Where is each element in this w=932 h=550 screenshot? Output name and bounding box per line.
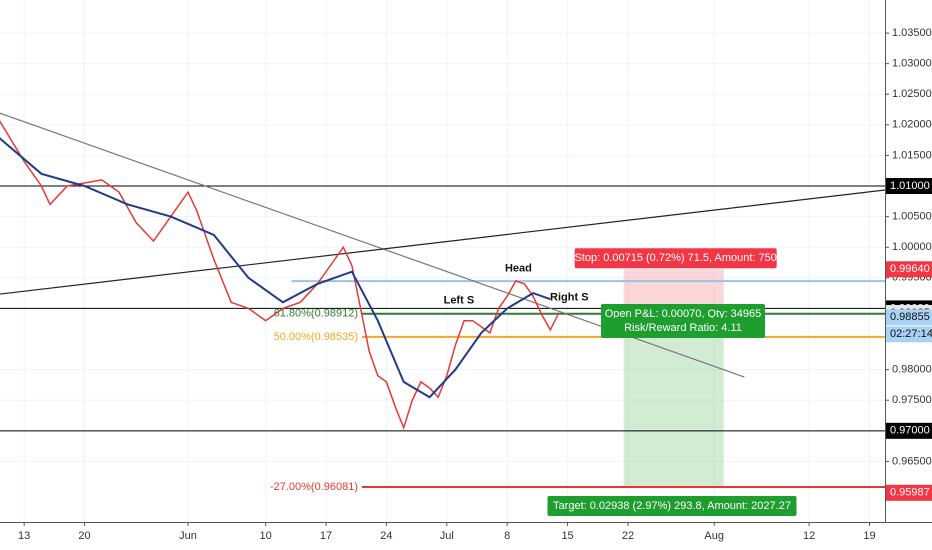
rr-label: Risk/Reward Ratio: 4.11 bbox=[624, 322, 742, 334]
target-label-bg bbox=[547, 496, 797, 516]
y-tick-label: 1.00500 bbox=[892, 211, 932, 223]
pnl-label: Open P&L: 0.00070, Qty: 34965 bbox=[605, 308, 762, 320]
y-tick-label: 1.03000 bbox=[892, 58, 932, 70]
stop-label-bg bbox=[574, 248, 777, 269]
price-badge-label: 1.01000 bbox=[890, 180, 930, 192]
target-zone bbox=[623, 313, 724, 488]
price-badge-label: 0.98855 bbox=[890, 311, 930, 323]
x-tick-label: 8 bbox=[504, 530, 510, 542]
x-tick-label: 17 bbox=[320, 530, 332, 542]
price-badge-label: 0.95987 bbox=[890, 487, 930, 499]
y-tick-label: 1.01500 bbox=[892, 149, 932, 161]
rr-label-bg bbox=[601, 318, 765, 338]
price-badge-label: 0.97000 bbox=[890, 425, 930, 437]
annotation: Head bbox=[505, 263, 532, 275]
price-line bbox=[0, 137, 551, 399]
fib-label: 50.00%(0.98535) bbox=[274, 331, 358, 343]
trend-line bbox=[0, 189, 886, 295]
price-badge-label: 0.99640 bbox=[890, 263, 930, 275]
x-tick-label: 10 bbox=[260, 530, 272, 542]
x-tick-label: Jul bbox=[440, 530, 454, 542]
price-badge bbox=[886, 261, 932, 278]
price-line bbox=[0, 120, 560, 431]
y-tick-label: 1.02500 bbox=[892, 88, 932, 100]
x-tick-label: 15 bbox=[561, 530, 573, 542]
target-label: Target: 0.02938 (2.97%) 293.8, Amount: 2… bbox=[553, 500, 791, 512]
fib-label: -27.00%(0.96081) bbox=[270, 481, 358, 493]
x-tick-label: 22 bbox=[622, 530, 634, 542]
x-tick-label: Jun bbox=[179, 530, 197, 542]
y-tick-label: 1.03500 bbox=[892, 27, 932, 39]
annotation: Left S bbox=[444, 295, 475, 307]
x-tick-label: Aug bbox=[704, 530, 724, 542]
annotation: Right S bbox=[550, 292, 589, 304]
countdown: 02:27:14 bbox=[890, 328, 932, 340]
x-tick-label: 24 bbox=[380, 530, 392, 542]
stop-label: Stop: 0.00715 (0.72%) 71.5, Amount: 750 bbox=[574, 252, 776, 264]
y-tick-label: 1.02000 bbox=[892, 119, 932, 131]
x-tick-label: 12 bbox=[803, 530, 815, 542]
price-badge bbox=[886, 309, 932, 326]
x-tick-label: 20 bbox=[78, 530, 90, 542]
price-badge bbox=[886, 178, 932, 195]
price-badge bbox=[886, 422, 932, 439]
fib-label: 61.80%(0.98912) bbox=[274, 308, 358, 320]
y-tick-label: 0.97500 bbox=[892, 394, 932, 406]
countdown-bg bbox=[886, 326, 932, 343]
y-tick-label: 0.96500 bbox=[892, 455, 932, 467]
price-badge bbox=[886, 484, 932, 501]
y-tick-label: 1.00000 bbox=[892, 241, 932, 253]
x-tick-label: 13 bbox=[18, 530, 30, 542]
x-tick-label: 19 bbox=[863, 530, 875, 542]
y-tick-label: 0.98000 bbox=[892, 364, 932, 376]
